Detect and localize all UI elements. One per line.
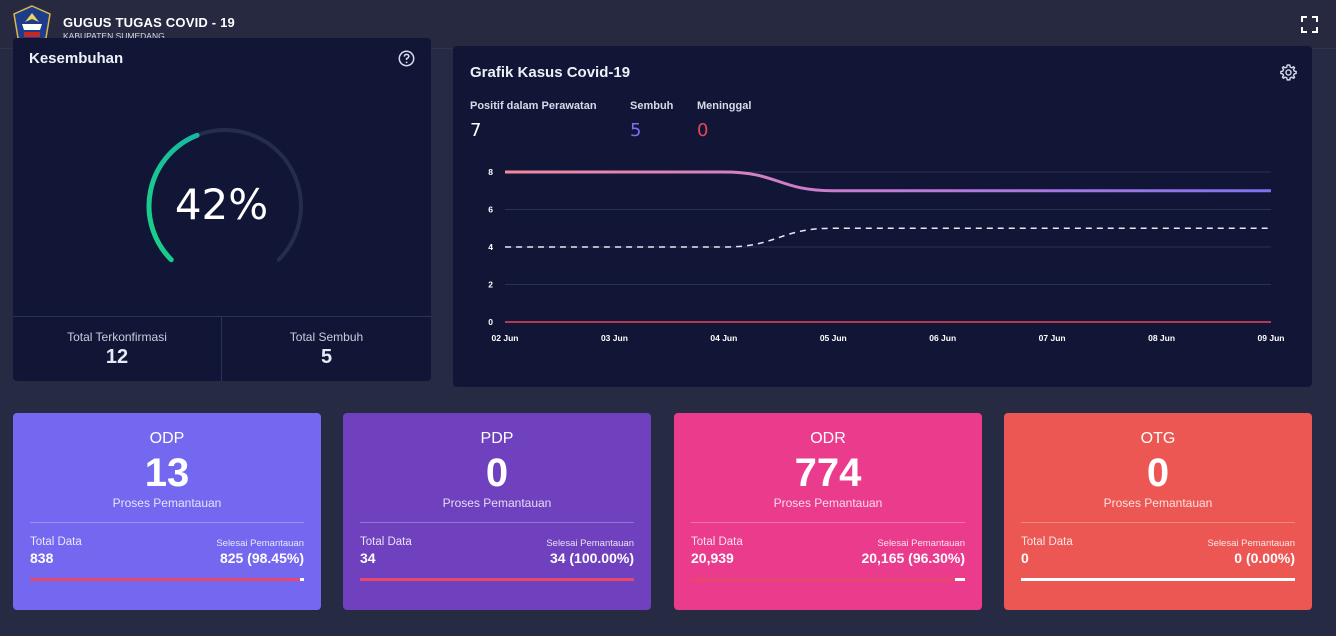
stat-card-otg: OTG 0 Proses Pemantauan Total Data 0 Sel… xyxy=(1004,413,1312,610)
stat-card-progress-bar xyxy=(30,578,304,581)
stat-card-progress-fill xyxy=(691,578,955,581)
stat-card-progress-bar xyxy=(691,578,965,581)
y-tick-label: 4 xyxy=(488,242,493,252)
chart-panel: Grafik Kasus Covid-19 Positif dalam Pera… xyxy=(453,46,1312,387)
stat-card-odp: ODP 13 Proses Pemantauan Total Data 838 … xyxy=(13,413,321,610)
legend-recovered-label: Sembuh xyxy=(630,100,674,112)
y-tick-label: 0 xyxy=(488,317,493,327)
app-subtitle: KABUPATEN SUMEDANG xyxy=(63,31,165,41)
stat-card-name: ODR xyxy=(810,430,846,447)
x-tick-label: 06 Jun xyxy=(929,333,956,343)
stat-card-odr: ODR 774 Proses Pemantauan Total Data 20,… xyxy=(674,413,982,610)
app-title: GUGUS TUGAS COVID - 19 xyxy=(63,15,235,30)
stat-card-value: 0 xyxy=(485,451,509,495)
stat-card-divider xyxy=(360,522,634,523)
stat-card-done-value: 34 (100.00%) xyxy=(549,550,634,566)
gauge-fill xyxy=(146,132,200,263)
legend-deaths-value: 0 xyxy=(697,120,709,141)
cases-line-chart: 0 2 4 6 8 02 Jun 03 Jun 04 Jun 05 Jun 06 Jun 07 Ju… xyxy=(488,167,1285,343)
stat-card-value: 774 xyxy=(794,451,862,495)
total-confirmed-value: 12 xyxy=(105,346,129,368)
stat-card-total-label: Total Data xyxy=(30,536,82,548)
series-line-active xyxy=(504,170,1271,193)
stat-card-value: 13 xyxy=(144,451,190,495)
x-tick-label: 09 Jun xyxy=(1258,333,1285,343)
stat-card-process-label: Proses Pemantauan xyxy=(1103,496,1213,510)
stat-card-total-value: 0 xyxy=(1021,550,1029,566)
stat-card-process-label: Proses Pemantauan xyxy=(442,496,552,510)
total-recovered: Total Sembuh 5 xyxy=(222,317,431,381)
stat-card-done-label: Selesai Pemantauan xyxy=(216,538,304,549)
stat-card-process-label: Proses Pemantauan xyxy=(112,496,222,510)
stat-card-done-value: 825 (98.45%) xyxy=(219,550,304,566)
legend-active-value: 7 xyxy=(470,120,482,141)
total-recovered-value: 5 xyxy=(320,346,333,368)
x-tick-label: 04 Jun xyxy=(710,333,737,343)
stat-card-total-value: 20,939 xyxy=(691,550,734,566)
series-line-recovered xyxy=(504,227,1271,248)
stat-card-total-value: 838 xyxy=(30,550,54,566)
stat-card-name: PDP xyxy=(480,430,514,447)
x-tick-label: 05 Jun xyxy=(820,333,847,343)
stat-card-done-label: Selesai Pemantauan xyxy=(877,538,965,549)
gear-icon[interactable] xyxy=(1279,63,1298,82)
y-tick-label: 8 xyxy=(488,167,493,177)
help-icon[interactable] xyxy=(398,50,415,67)
recovery-gauge xyxy=(146,128,303,263)
stat-card-total-label: Total Data xyxy=(691,536,743,548)
stat-card-total-value: 34 xyxy=(360,550,376,566)
recovery-totals: Total Terkonfirmasi 12 Total Sembuh 5 xyxy=(13,316,431,381)
stat-card-done-value: 0 (0.00%) xyxy=(1234,550,1295,566)
stat-card-divider xyxy=(1021,522,1295,523)
total-confirmed: Total Terkonfirmasi 12 xyxy=(13,317,222,381)
x-tick-label: 08 Jun xyxy=(1148,333,1175,343)
stat-card-done-value: 20,165 (96.30%) xyxy=(861,550,965,566)
stat-card-name: OTG xyxy=(1140,430,1176,447)
total-recovered-label: Total Sembuh xyxy=(289,330,364,344)
stat-card-value: 0 xyxy=(1146,451,1170,495)
x-tick-label: 03 Jun xyxy=(601,333,628,343)
stat-card-total-label: Total Data xyxy=(1021,536,1073,548)
legend-active-label: Positif dalam Perawatan xyxy=(470,100,597,112)
y-tick-label: 2 xyxy=(488,280,493,290)
y-tick-label: 6 xyxy=(488,205,493,215)
stat-card-divider xyxy=(30,522,304,523)
recovery-title: Kesembuhan xyxy=(29,50,124,67)
stat-card-done-label: Selesai Pemantauan xyxy=(546,538,634,549)
x-tick-label: 02 Jun xyxy=(492,333,519,343)
stat-card-total-label: Total Data xyxy=(360,536,412,548)
stat-card-process-label: Proses Pemantauan xyxy=(773,496,883,510)
fullscreen-icon[interactable] xyxy=(1301,16,1318,33)
total-confirmed-label: Total Terkonfirmasi xyxy=(67,330,167,344)
x-tick-label: 07 Jun xyxy=(1039,333,1066,343)
stat-card-pdp: PDP 0 Proses Pemantauan Total Data 34 Se… xyxy=(343,413,651,610)
stat-card-progress-fill xyxy=(360,578,634,581)
chart-title: Grafik Kasus Covid-19 xyxy=(470,64,631,81)
stat-card-done-label: Selesai Pemantauan xyxy=(1207,538,1295,549)
stat-card-progress-bar xyxy=(360,578,634,581)
stat-card-progress-bar xyxy=(1021,578,1295,581)
stat-card-divider xyxy=(691,522,965,523)
recovery-panel: Kesembuhan 42% Total Terkonfirmasi 12 To… xyxy=(13,38,431,381)
recovery-percent: 42% xyxy=(174,180,269,229)
stat-card-name: ODP xyxy=(149,430,185,447)
legend-deaths-label: Meninggal xyxy=(697,100,752,112)
legend-recovered-value: 5 xyxy=(630,120,642,141)
stat-card-progress-fill xyxy=(30,578,300,581)
